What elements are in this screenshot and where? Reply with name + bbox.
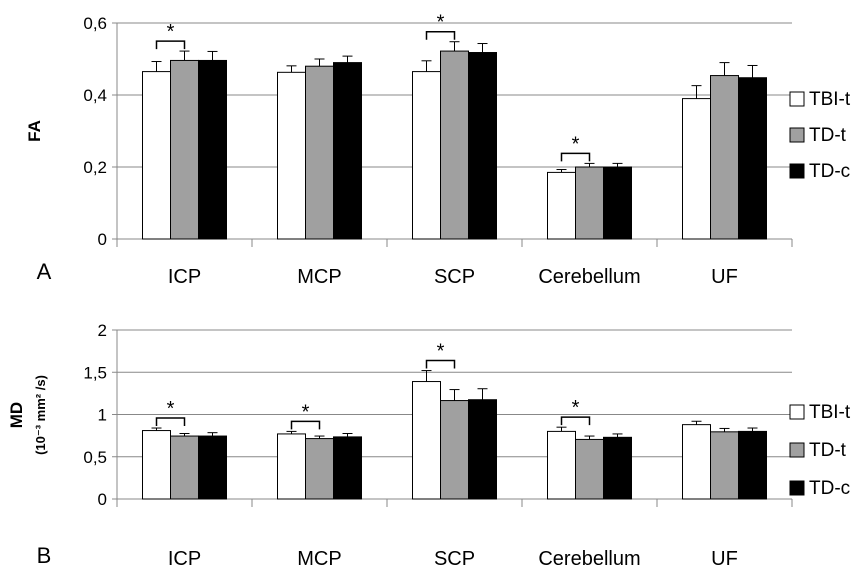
x-tick-label: Cerebellum — [538, 548, 640, 570]
significance-bracket — [560, 152, 591, 162]
y-tick-label: 0 — [98, 230, 107, 249]
significance-star: * — [167, 398, 175, 420]
x-tick-label: Cerebellum — [538, 266, 640, 288]
y-tick-label: 0,5 — [83, 448, 107, 467]
legend-swatch — [789, 127, 805, 143]
legend-label: TBI-t — [809, 89, 851, 110]
bar-td-c — [468, 52, 497, 240]
legend-swatch — [789, 163, 805, 179]
significance-star: * — [437, 341, 445, 363]
bar-tbi-t — [547, 171, 576, 240]
panel-b: 0 0,5 1 1,5 2 ICP MCP SCP Cerebellum UF * * * * MD (10⁻… — [7, 321, 851, 570]
panel-a: 0 0,2 0,4 0,6 ICP MCP SCP Cerebellum UF * * * FA A TBI… — [25, 12, 851, 288]
y-tick-label: 2 — [98, 321, 107, 340]
bar-tbi-t — [277, 71, 306, 240]
significance-bracket — [290, 420, 321, 430]
bar-tbi-t — [412, 71, 441, 240]
x-tick-label: MCP — [297, 548, 341, 570]
legend-label: TD-t — [809, 125, 847, 146]
significance-bracket — [155, 417, 186, 427]
bar-tbi-t — [142, 430, 171, 500]
y-tick-label: 0,4 — [83, 86, 107, 105]
bar-td-c — [333, 62, 362, 240]
legend-swatch — [789, 480, 805, 496]
bar-tbi-t — [412, 381, 441, 500]
bar-td-c — [603, 436, 632, 500]
x-tick-label: ICP — [168, 266, 201, 288]
y-tick-label: 1,5 — [83, 363, 107, 382]
y-tick-label: 1 — [98, 406, 107, 425]
bar-td-c — [198, 59, 227, 240]
x-tick-label: UF — [711, 266, 738, 288]
significance-star: * — [437, 12, 445, 34]
legend-label: TD-c — [809, 478, 850, 499]
legend-label: TBI-t — [809, 402, 851, 423]
bar-td-t — [170, 435, 199, 500]
y-axis-label: FA — [25, 120, 44, 142]
y-axis-label: MD — [7, 402, 26, 428]
bar-td-t — [305, 438, 334, 500]
significance-star: * — [572, 397, 580, 419]
significance-bracket — [560, 416, 591, 426]
x-tick-label: SCP — [434, 548, 475, 570]
legend-swatch — [789, 442, 805, 458]
significance-bracket — [155, 40, 186, 50]
bar-td-c — [468, 399, 497, 500]
x-tick-label: MCP — [297, 266, 341, 288]
bar-td-t — [170, 59, 199, 240]
bar-td-c — [738, 430, 767, 500]
bar-tbi-t — [277, 433, 306, 500]
bar-td-t — [305, 65, 334, 240]
significance-star: * — [167, 21, 175, 43]
legend-swatch — [789, 404, 805, 420]
significance-bracket — [425, 359, 456, 369]
panel-label: A — [37, 259, 52, 284]
bar-tbi-t — [142, 71, 171, 240]
bar-tbi-t — [547, 430, 576, 500]
bar-td-c — [333, 436, 362, 500]
significance-star: * — [572, 133, 580, 155]
y-tick-label: 0,6 — [83, 14, 107, 33]
legend-label: TD-t — [809, 440, 847, 461]
bar-td-t — [575, 166, 604, 240]
bar-td-c — [198, 435, 227, 500]
legend-swatch — [789, 91, 805, 107]
bar-td-t — [710, 431, 739, 500]
y-axis-unit: (10⁻³ mm² /s) — [33, 375, 48, 455]
bar-tbi-t — [682, 424, 711, 500]
bar-td-c — [603, 166, 632, 240]
y-tick-label: 0 — [98, 490, 107, 509]
panel-label: B — [37, 543, 52, 568]
y-tick-label: 0,2 — [83, 158, 107, 177]
bar-td-t — [710, 75, 739, 240]
significance-bracket — [425, 30, 456, 40]
x-tick-label: ICP — [168, 548, 201, 570]
significance-star: * — [302, 401, 310, 423]
x-tick-label: SCP — [434, 266, 475, 288]
x-tick-label: UF — [711, 548, 738, 570]
legend-label: TD-c — [809, 161, 850, 182]
bar-td-t — [440, 400, 469, 500]
bar-td-t — [440, 50, 469, 240]
bar-td-t — [575, 438, 604, 500]
bar-td-c — [738, 77, 767, 240]
bar-tbi-t — [682, 98, 711, 240]
